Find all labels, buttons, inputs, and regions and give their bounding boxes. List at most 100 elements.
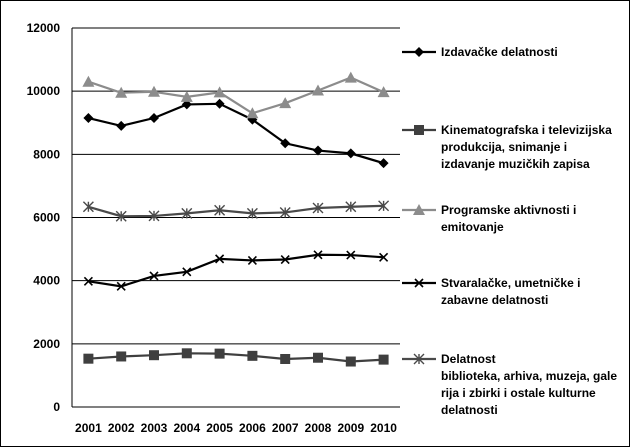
series-3 (82, 71, 390, 119)
x-tick-label: 2002 (108, 421, 135, 435)
y-tick-label: 6000 (33, 211, 60, 225)
data-point (313, 145, 323, 156)
data-point (115, 86, 128, 98)
data-point (149, 113, 159, 124)
x-tick-label: 2010 (370, 421, 397, 435)
data-point (149, 271, 159, 281)
legend-marker (413, 204, 425, 215)
data-point (149, 350, 159, 361)
series-line (88, 253, 384, 288)
data-point (116, 120, 127, 131)
data-point (344, 71, 357, 83)
data-point (280, 254, 290, 265)
legend-label: delatnosti (441, 403, 498, 417)
series-line (88, 352, 384, 363)
data-point (214, 348, 225, 359)
legend-label: Izdavačke delatnosti (441, 45, 558, 59)
legend-marker (414, 47, 424, 57)
data-point (180, 90, 193, 102)
y-tick-label: 2000 (33, 337, 60, 351)
legend-entry-4: Stvaralačke, umetničke i zabavne delatnos… (402, 276, 580, 307)
legend: Izdavačke delatnosti Kinematografska i te… (402, 45, 617, 417)
legend-label: emitovanje (441, 220, 504, 234)
y-tick-label: 0 (53, 400, 60, 414)
legend-marker (414, 125, 424, 135)
data-point (148, 85, 160, 97)
data-point (148, 210, 160, 222)
data-point (215, 254, 225, 264)
data-point (247, 255, 257, 266)
data-point (181, 348, 192, 359)
legend-label: Delatnost (441, 352, 496, 366)
legend-label: izdavanje muzičkih zapisa (441, 157, 590, 171)
x-tick-label: 2007 (272, 421, 299, 435)
series-5 (82, 200, 390, 222)
series-1 (83, 98, 389, 169)
x-tick-label: 2003 (141, 421, 168, 435)
data-point (346, 250, 356, 260)
data-point (83, 113, 94, 124)
data-point (83, 353, 94, 364)
data-point (378, 200, 390, 212)
data-point (379, 252, 389, 262)
series-4 (83, 250, 389, 291)
legend-marker (413, 353, 425, 365)
data-point (247, 350, 258, 361)
legend-label: Stvaralačke, umetničke i (441, 276, 580, 290)
x-tick-label: 2008 (305, 421, 332, 435)
data-point (312, 84, 324, 96)
data-point (115, 210, 127, 222)
data-point (83, 276, 93, 286)
data-point (345, 148, 356, 159)
legend-label: zabavne delatnosti (441, 293, 548, 307)
data-point (378, 354, 389, 365)
y-tick-label: 10000 (27, 84, 61, 98)
data-point (214, 98, 225, 109)
x-tick-label: 2006 (239, 421, 266, 435)
legend-entry-1: Izdavačke delatnosti (402, 45, 558, 59)
grid-lines (72, 27, 400, 345)
legend-entry-5: Delatnost biblioteka, arhiva, muzeja, gal… (402, 352, 617, 417)
data-point (280, 138, 291, 149)
series-2 (83, 348, 389, 367)
data-point (313, 250, 323, 260)
data-point (280, 353, 291, 364)
x-tick-label: 2009 (337, 421, 364, 435)
axes: 0 2000 4000 6000 8000 10000 12000 2001 2002 2003 2… (27, 21, 400, 435)
legend-entry-2: Kinematografska i televizijska produkcija… (402, 123, 612, 171)
y-tick-label: 8000 (33, 147, 60, 161)
legend-entry-3: Programske aktivnosti i emitovanje (402, 203, 576, 234)
data-point (345, 356, 356, 367)
legend-label: rija i zbirki i ostale kulturne (441, 386, 596, 400)
data-point (313, 352, 323, 363)
x-tick-label: 2001 (75, 421, 102, 435)
data-point (116, 351, 127, 362)
legend-label: biblioteka, arhiva, muzeja, gale (441, 369, 617, 383)
legend-marker (414, 278, 424, 288)
x-tick-label: 2004 (173, 421, 200, 435)
data-point (246, 107, 259, 119)
data-point (378, 158, 389, 169)
x-tick-label: 2005 (206, 421, 233, 435)
series-layer (82, 71, 390, 367)
data-point (377, 86, 390, 98)
series-line (88, 76, 385, 115)
data-point (279, 206, 291, 218)
data-point (312, 202, 324, 214)
y-tick-label: 12000 (27, 21, 61, 35)
y-tick-label: 4000 (33, 274, 60, 288)
data-point (246, 207, 258, 219)
data-point (345, 201, 357, 213)
data-point (116, 281, 126, 291)
legend-label: Kinematografska i televizijska (441, 123, 612, 137)
data-point (214, 204, 226, 216)
data-point (279, 97, 292, 109)
data-point (82, 75, 95, 87)
data-point (182, 267, 192, 277)
legend-label: Programske aktivnosti i (441, 203, 576, 217)
data-point (181, 207, 193, 219)
data-point (213, 86, 226, 98)
series-line (88, 102, 384, 165)
data-point (82, 201, 94, 213)
